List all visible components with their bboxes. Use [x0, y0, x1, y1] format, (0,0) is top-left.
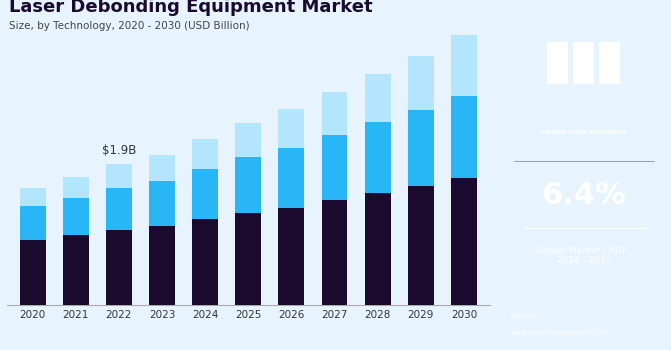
- Bar: [192, 169, 218, 219]
- Bar: [321, 201, 348, 304]
- Bar: [63, 177, 89, 198]
- Bar: [408, 110, 433, 186]
- Bar: [149, 155, 175, 181]
- Text: Global Market CAGR,
2024 - 2030: Global Market CAGR, 2024 - 2030: [537, 246, 631, 265]
- Bar: [278, 109, 305, 148]
- Text: www.grandviewresearch.com: www.grandviewresearch.com: [511, 329, 609, 336]
- Bar: [236, 213, 261, 304]
- Text: Size, by Technology, 2020 - 2030 (USD Billion): Size, by Technology, 2020 - 2030 (USD Bi…: [9, 21, 250, 31]
- Bar: [192, 139, 218, 169]
- Bar: [278, 208, 305, 304]
- Text: 6.4%: 6.4%: [541, 182, 626, 210]
- Bar: [149, 181, 175, 226]
- Bar: [365, 74, 391, 122]
- Text: Laser Debonding Equipment Market: Laser Debonding Equipment Market: [9, 0, 372, 16]
- Bar: [106, 230, 132, 304]
- Text: Source:: Source:: [511, 310, 539, 320]
- Bar: [451, 96, 477, 178]
- Bar: [19, 240, 46, 304]
- Bar: [365, 193, 391, 304]
- Text: GRAND VIEW RESEARCH: GRAND VIEW RESEARCH: [541, 131, 627, 135]
- Text: $1.9B: $1.9B: [102, 144, 136, 156]
- Bar: [278, 148, 305, 208]
- Bar: [451, 178, 477, 304]
- Bar: [321, 92, 348, 135]
- Bar: [19, 188, 46, 206]
- Bar: [321, 135, 348, 201]
- Bar: [106, 188, 132, 230]
- Bar: [236, 158, 261, 213]
- Bar: [106, 164, 132, 188]
- Bar: [63, 198, 89, 236]
- FancyBboxPatch shape: [599, 42, 621, 84]
- Bar: [149, 226, 175, 304]
- FancyBboxPatch shape: [573, 42, 595, 84]
- Bar: [236, 123, 261, 158]
- Bar: [63, 236, 89, 304]
- Bar: [19, 206, 46, 240]
- Bar: [408, 56, 433, 110]
- FancyBboxPatch shape: [547, 42, 568, 84]
- Bar: [365, 122, 391, 193]
- Bar: [451, 35, 477, 96]
- Bar: [408, 186, 433, 304]
- Bar: [192, 219, 218, 304]
